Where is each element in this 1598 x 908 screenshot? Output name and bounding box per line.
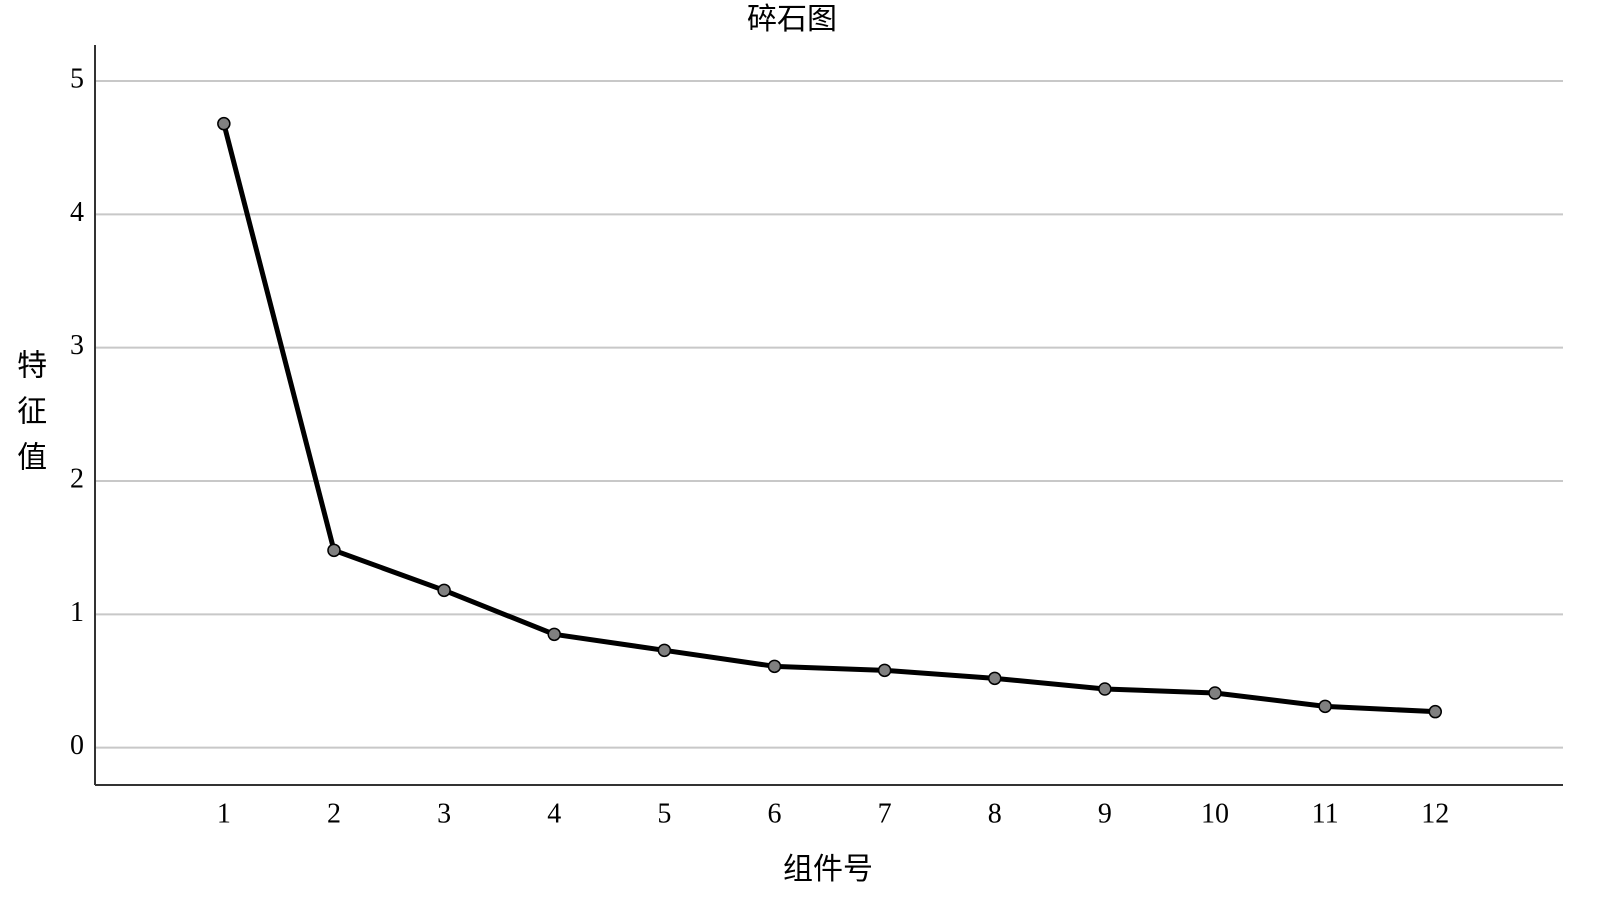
data-point	[657, 643, 672, 658]
x-tick-label: 6	[767, 798, 781, 829]
series-line	[221, 123, 1436, 715]
x-tick-label: 1	[217, 798, 231, 829]
y-tick-label: 3	[70, 330, 84, 361]
data-point	[1428, 704, 1443, 719]
x-tick-label: 10	[1201, 798, 1229, 829]
data-point	[327, 543, 341, 558]
y-axis-title: 特征值	[12, 349, 47, 487]
data-point	[877, 663, 892, 678]
x-tick-label: 4	[547, 798, 561, 829]
y-tick-label: 4	[70, 197, 84, 228]
y-tick-label: 0	[70, 730, 84, 761]
x-tick-label: 8	[988, 798, 1002, 829]
x-tick-label: 11	[1312, 798, 1339, 829]
x-axis-title: 组件号	[783, 853, 873, 886]
x-tick-label: 7	[878, 798, 892, 829]
data-point	[1098, 682, 1112, 696]
data-point	[547, 627, 561, 642]
data-point	[987, 671, 1002, 686]
data-point	[437, 583, 451, 598]
x-tick-label: 2	[327, 798, 341, 829]
data-point	[217, 116, 231, 131]
chart-title: 碎石图	[747, 3, 837, 36]
data-point	[767, 659, 782, 674]
y-tick-label: 2	[70, 463, 84, 494]
x-tick-label: 3	[437, 798, 451, 829]
x-tick-label: 5	[657, 798, 671, 829]
y-tick-label: 1	[70, 597, 84, 628]
data-point	[1208, 686, 1222, 700]
x-tick-label: 12	[1421, 798, 1449, 829]
y-tick-label: 5	[70, 63, 84, 94]
x-tick-label: 9	[1098, 798, 1112, 829]
data-point	[1318, 699, 1332, 714]
